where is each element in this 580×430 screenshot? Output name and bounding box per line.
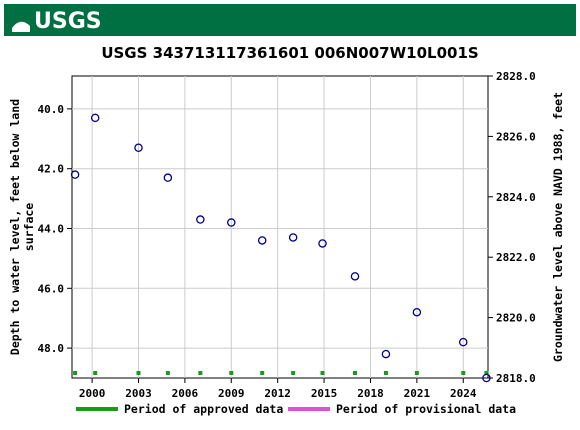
usgs-logo: USGS: [12, 9, 100, 34]
data-point: [482, 373, 491, 383]
approved-period-mark: [165, 371, 170, 375]
x-tick-label: 2009: [218, 387, 245, 400]
y-axis-right-label: Groundwater level above NAVD 1988, feet: [551, 92, 565, 362]
legend-provisional-label: Period of provisional data: [336, 402, 516, 416]
data-point: [163, 173, 173, 182]
approved-period-mark: [136, 371, 141, 375]
data-point: [70, 170, 80, 179]
approved-period-mark: [291, 371, 296, 375]
data-point: [288, 233, 298, 242]
y-left-tick-label: 44.0: [38, 222, 65, 235]
legend: Period of approved data Period of provis…: [76, 402, 516, 416]
x-tick-label: 2006: [172, 387, 199, 400]
approved-period-mark: [73, 371, 78, 375]
x-tick-label: 2015: [311, 387, 338, 400]
y-axis-left-label-line1: Depth to water level, feet below land: [8, 99, 22, 355]
approved-period-mark: [93, 371, 98, 375]
approved-period-mark: [353, 371, 358, 375]
x-tick-label: 2000: [79, 387, 106, 400]
data-point: [318, 239, 327, 248]
data-point: [134, 143, 143, 153]
y-axis-left-label-line2: surface: [22, 203, 36, 252]
grid: [72, 76, 488, 378]
y-left-tick-label: 42.0: [38, 163, 65, 176]
usgs-banner: USGS: [4, 4, 576, 36]
approved-period-mark: [383, 371, 388, 375]
y-left-tick-label: 46.0: [38, 282, 65, 295]
legend-approved-label: Period of approved data: [124, 402, 283, 416]
data-point: [196, 215, 205, 224]
x-tick-label: 2003: [125, 387, 152, 400]
y-left-tick-label: 48.0: [38, 342, 65, 355]
data-point: [350, 272, 360, 281]
x-tick-label: 2024: [450, 387, 477, 400]
y-axis-left: 40.0 42.0 44.0 46.0 48.0: [38, 103, 72, 355]
y-right-tick-label: 2826.0: [496, 130, 536, 143]
y-right-tick-label: 2828.0: [496, 70, 536, 83]
chart-title: USGS 343713117361601 006N007W10L001S: [101, 44, 478, 62]
data-point: [459, 337, 468, 347]
y-right-tick-label: 2824.0: [496, 191, 536, 204]
y-right-tick-label: 2822.0: [496, 251, 536, 264]
logo-wave-icon: [12, 21, 30, 32]
approved-period-mark: [461, 371, 466, 375]
x-tick-label: 2021: [404, 387, 431, 400]
logo-text: USGS: [34, 9, 100, 34]
approved-period-mark: [414, 371, 419, 375]
plot-frame: [71, 75, 489, 379]
data-point: [257, 236, 267, 245]
data-point: [412, 307, 422, 317]
approved-period-mark: [198, 371, 203, 375]
y-left-tick-label: 40.0: [38, 103, 65, 116]
y-right-tick-label: 2820.0: [496, 312, 536, 325]
x-axis: 2000 2003 2006 2009 2012 2015 2018 2021 2024: [79, 378, 477, 400]
approved-period-mark: [320, 371, 325, 375]
y-axis-right: 2828.0 2826.0 2824.0 2822.0 2820.0 2818.0: [488, 70, 536, 385]
data-points: [70, 113, 491, 383]
data-point: [90, 113, 100, 123]
approved-period-marks: [73, 371, 489, 375]
y-right-tick-label: 2818.0: [496, 372, 536, 385]
x-tick-label: 2018: [357, 387, 384, 400]
approved-period-mark: [260, 371, 265, 375]
approved-period-mark: [484, 371, 489, 375]
data-point: [227, 218, 236, 227]
x-tick-label: 2012: [264, 387, 291, 400]
data-point: [381, 349, 391, 359]
approved-period-mark: [229, 371, 234, 375]
